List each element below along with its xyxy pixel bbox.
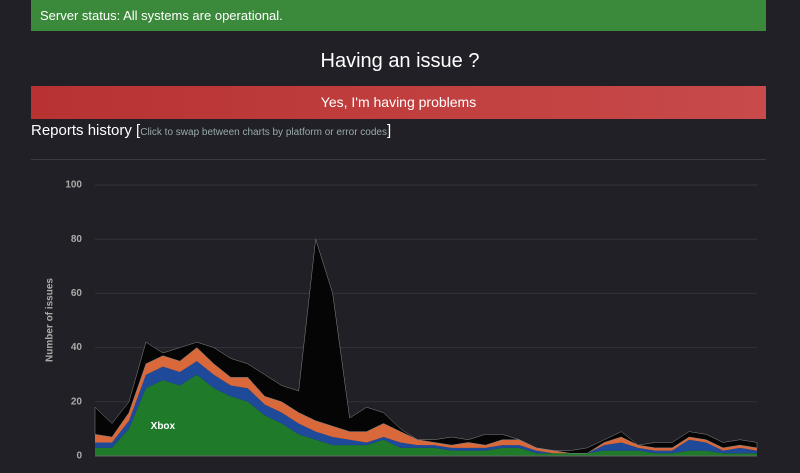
separator — [31, 159, 766, 160]
y-tick-label: 0 — [76, 451, 82, 462]
chart: Number of issues 0 20 40 60 80 100 Xbox — [45, 180, 758, 462]
y-tick-label: 40 — [71, 342, 83, 353]
history-header: Reports history [Click to swap between c… — [31, 122, 391, 139]
y-tick-label: 80 — [71, 234, 83, 245]
area — [95, 347, 757, 454]
area — [94, 239, 758, 454]
area — [95, 374, 757, 456]
y-tick-label: 20 — [71, 396, 83, 407]
history-title: Reports history — [31, 122, 132, 139]
bracket: [ — [136, 122, 141, 139]
y-tick-label: 60 — [71, 288, 83, 299]
report-button[interactable]: Yes, I'm having problems — [31, 86, 766, 119]
bracket: ] — [387, 122, 392, 139]
area — [95, 361, 757, 454]
question-title: Having an issue ? — [320, 50, 480, 72]
swap-link[interactable]: Click to swap between charts by platform… — [140, 127, 387, 138]
series-label: Xbox — [151, 421, 176, 432]
y-axis-label: Number of issues — [45, 278, 56, 362]
status-bar: Server status: All systems are operation… — [31, 0, 766, 31]
y-tick-label: 100 — [65, 180, 82, 191]
